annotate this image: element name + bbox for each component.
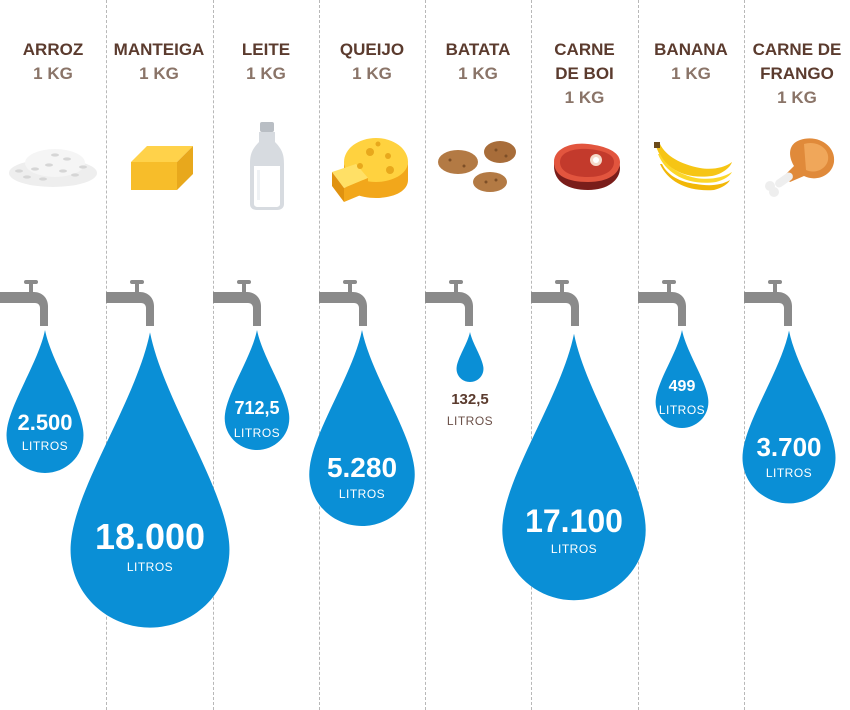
drop-unit-leite: LITROS: [233, 426, 281, 440]
drop-value-carne-de-frango: 3.700: [756, 432, 822, 462]
rice-icon: [9, 149, 97, 187]
faucet-icon: [319, 280, 367, 326]
food-unit: 1 KG: [139, 64, 179, 83]
food-name: QUEIJO: [339, 40, 405, 59]
food-unit: 1 KG: [33, 64, 73, 83]
faucet-icon: [638, 280, 686, 326]
drop-unit-batata: LITROS: [446, 414, 494, 428]
drop-value-arroz: 2.500: [17, 410, 73, 435]
drop-value-manteiga: 18.000: [94, 516, 206, 557]
faucet-icon: [213, 280, 261, 326]
water-drop-batata: [456, 332, 484, 382]
drop-unit-queijo: LITROS: [338, 487, 386, 501]
food-unit: 1 KG: [564, 88, 605, 107]
milk-bottle-icon: [250, 122, 284, 210]
column-divider: [213, 0, 214, 710]
chicken-leg-icon: [765, 138, 835, 197]
food-name: BANANA: [654, 40, 728, 59]
food-name: CARNE DE FRANGO: [752, 40, 842, 83]
water-drop-carne-de-frango: [742, 330, 836, 504]
food-unit: 1 KG: [458, 64, 498, 83]
water-drop-banana: [655, 330, 709, 428]
drop-value-queijo: 5.280: [326, 452, 398, 483]
food-unit: 1 KG: [246, 64, 286, 83]
food-name: CARNE DE BOI: [554, 40, 615, 83]
water-drop-manteiga: [70, 332, 230, 628]
beef-steak-icon: [554, 143, 620, 190]
water-drop-carne-de-boi: [502, 333, 646, 601]
column-title-queijo: QUEIJO 1 KG: [319, 38, 425, 86]
drop-unit-manteiga: LITROS: [126, 560, 174, 574]
drop-unit-banana: LITROS: [658, 403, 706, 417]
cheese-icon: [332, 138, 408, 202]
column-divider: [638, 0, 639, 710]
column-title-batata: BATATA 1 KG: [425, 38, 531, 86]
drop-unit-carne-de-frango: LITROS: [765, 466, 813, 480]
drop-value-carne-de-boi: 17.100: [525, 503, 623, 539]
faucet-icon: [531, 280, 579, 326]
faucet-icon: [0, 280, 48, 326]
column-title-carne-de-frango: CARNE DE FRANGO 1 KG: [744, 38, 850, 110]
column-divider: [744, 0, 745, 710]
column-title-leite: LEITE 1 KG: [213, 38, 319, 86]
water-drop-leite: [224, 330, 290, 450]
banana-icon: [654, 142, 732, 191]
drop-unit-arroz: LITROS: [21, 439, 69, 453]
column-title-banana: BANANA 1 KG: [638, 38, 744, 86]
food-unit: 1 KG: [352, 64, 392, 83]
column-divider: [319, 0, 320, 710]
food-unit: 1 KG: [777, 88, 817, 107]
water-drop-arroz: [6, 330, 84, 473]
column-title-carne-de-boi: CARNE DE BOI 1 KG: [531, 38, 638, 110]
drop-value-banana: 499: [668, 378, 696, 395]
drop-unit-carne-de-boi: LITROS: [550, 542, 598, 556]
column-title-manteiga: MANTEIGA 1 KG: [106, 38, 212, 86]
food-unit: 1 KG: [671, 64, 711, 83]
butter-icon: [131, 146, 193, 190]
column-divider: [531, 0, 532, 710]
food-name: MANTEIGA: [113, 40, 205, 59]
column-divider: [425, 0, 426, 710]
food-name: LEITE: [241, 40, 291, 59]
faucet-icon: [106, 280, 154, 326]
faucet-icon: [425, 280, 473, 326]
column-title-arroz: ARROZ 1 KG: [0, 38, 106, 86]
drop-value-leite: 712,5: [234, 398, 280, 418]
column-divider: [106, 0, 107, 710]
water-drop-queijo: [309, 330, 415, 526]
food-name: ARROZ: [22, 40, 84, 59]
faucet-icon: [744, 280, 792, 326]
food-name: BATATA: [445, 40, 511, 59]
potato-icon: [438, 141, 516, 192]
drop-value-batata: 132,5: [451, 391, 489, 408]
